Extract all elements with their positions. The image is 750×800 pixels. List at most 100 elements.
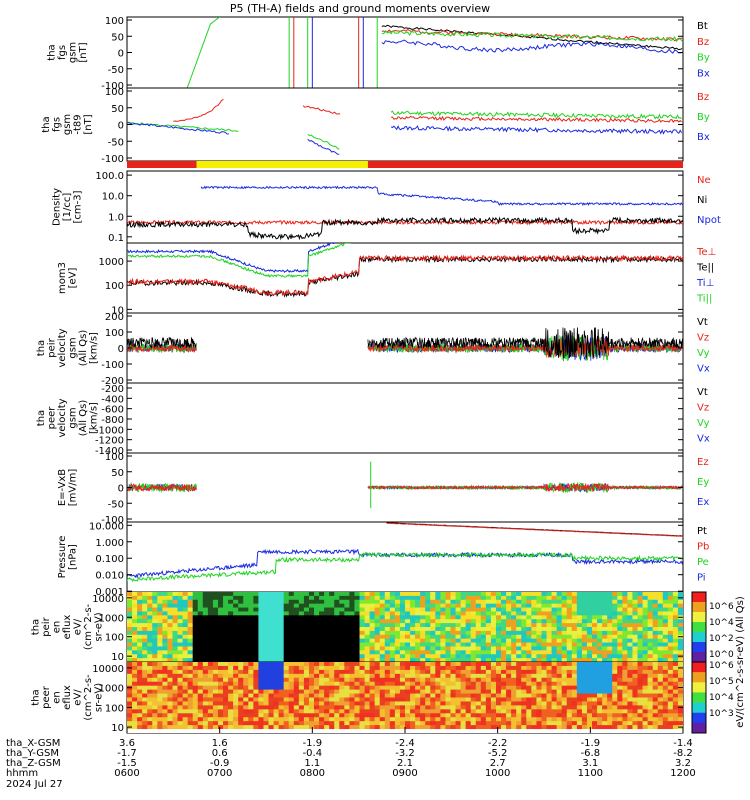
spectrogram-cell (197, 615, 204, 620)
spectrogram-cell (420, 650, 426, 655)
spectrogram-cell (465, 658, 472, 662)
spectrogram-cell (480, 642, 487, 648)
spectrogram-cell (415, 630, 421, 636)
spectrogram-cell (147, 658, 153, 662)
spectrogram-cell (637, 669, 644, 675)
spectrogram-cell (546, 595, 553, 601)
spectrogram-cell (278, 725, 285, 730)
spectrogram-cell (273, 634, 280, 640)
spectrogram-cell (566, 654, 573, 659)
spectrogram-cell (314, 697, 320, 703)
spectrogram-cell (415, 705, 421, 710)
spectrogram-cell (470, 607, 477, 613)
spectrogram-cell (339, 650, 345, 655)
spectrogram-cell (652, 717, 659, 722)
spectrogram-cell (137, 662, 143, 667)
spectrogram-cell (485, 665, 492, 671)
spectrogram-cell (354, 713, 361, 718)
spectrogram-cell (223, 689, 229, 695)
spectrogram-cell (182, 709, 189, 714)
spectrogram-cell (132, 705, 138, 710)
spectrogram-cell (142, 681, 148, 687)
spectrogram-cell (551, 611, 558, 616)
spectrogram-cell (526, 725, 532, 730)
spectrogram-cell (187, 697, 194, 703)
spectrogram-cell (460, 611, 467, 616)
spectrogram-cell (369, 603, 376, 609)
spectrogram-cell (405, 673, 411, 679)
y-axis-label: tha (31, 689, 42, 705)
spectrogram-cell (344, 599, 350, 605)
spectrogram-cell (430, 615, 436, 620)
spectrogram-cell (344, 677, 350, 683)
spectrogram-cell (384, 619, 391, 624)
spectrogram-cell (511, 665, 517, 671)
spectrogram-cell (293, 654, 300, 659)
spectrogram-cell (506, 599, 512, 605)
spectrogram-cell (425, 665, 431, 671)
spectrogram-cell (470, 627, 477, 632)
spectrogram-cell (132, 685, 138, 691)
spectrogram-cell (212, 717, 219, 722)
spectrogram-cell (248, 697, 254, 703)
spectrogram-cell (662, 634, 669, 640)
spectrogram-cell (662, 592, 669, 597)
y-tick-label: -1400 (95, 446, 124, 457)
spectrogram-cell (354, 619, 361, 624)
spectrogram-cell (435, 599, 441, 605)
y-tick-label: -600 (101, 405, 124, 416)
spectrogram-cell (511, 638, 517, 644)
spectrogram-cell (657, 729, 664, 733)
spectrogram-cell (581, 634, 588, 640)
spectrogram-cell (485, 729, 492, 733)
spectrogram-cell (657, 721, 664, 726)
spectrogram-cell (339, 669, 345, 675)
spectrogram-cell (541, 693, 548, 699)
colorbar-tick-label: 10^6 (709, 661, 734, 671)
spectrogram-cell (399, 611, 406, 616)
spectrogram-cell (480, 603, 487, 609)
spectrogram-cell (612, 669, 618, 675)
spectrogram-cell (223, 615, 229, 620)
spectrogram-cell (157, 595, 163, 601)
spectrogram-cell (384, 615, 391, 620)
spectrogram-cell (243, 677, 249, 683)
spectrogram-cell (324, 721, 330, 726)
spectrogram-cell (379, 619, 386, 624)
spectrogram-cell (243, 627, 249, 632)
spectrogram-cell (425, 705, 431, 710)
spectrogram-cell (228, 681, 234, 687)
spectrogram-cell (374, 677, 381, 683)
spectrogram-cell (430, 717, 436, 722)
colorbar-tick-label: 10^4 (709, 693, 734, 703)
spectrogram-cell (293, 634, 300, 640)
spectrogram-cell (415, 721, 421, 726)
spectrogram-cell (389, 729, 396, 733)
spectrogram-cell (243, 721, 249, 726)
spectrogram-cell (182, 697, 189, 703)
spectrogram-cell (445, 642, 452, 648)
spectrogram-cell (238, 599, 244, 605)
spectrogram-cell (217, 681, 224, 687)
spectrogram-cell (314, 713, 320, 718)
spectrogram-cell (642, 717, 649, 722)
spectrogram-cell (551, 689, 558, 695)
spectrogram-cell (612, 646, 618, 651)
spectrogram-cell (521, 705, 527, 710)
spectrogram-cell (460, 654, 467, 659)
spectrogram-cell (526, 701, 532, 706)
spectrogram-cell (167, 685, 174, 691)
spectrogram-cell (435, 646, 441, 651)
spectrogram-cell (410, 627, 416, 632)
spectrogram-cell (460, 681, 467, 687)
spectrogram-cell (268, 725, 275, 730)
spectrogram-cell (339, 689, 345, 695)
spectrogram-cell (329, 658, 335, 662)
spectrogram-cell (592, 701, 598, 706)
spectrogram-cell (490, 685, 497, 691)
spectrogram-cell (182, 595, 189, 601)
spectrogram-cell (576, 693, 583, 699)
spectrogram-cell (581, 619, 588, 624)
spectrogram-cell (187, 630, 194, 636)
spectrogram-cell (531, 630, 538, 636)
